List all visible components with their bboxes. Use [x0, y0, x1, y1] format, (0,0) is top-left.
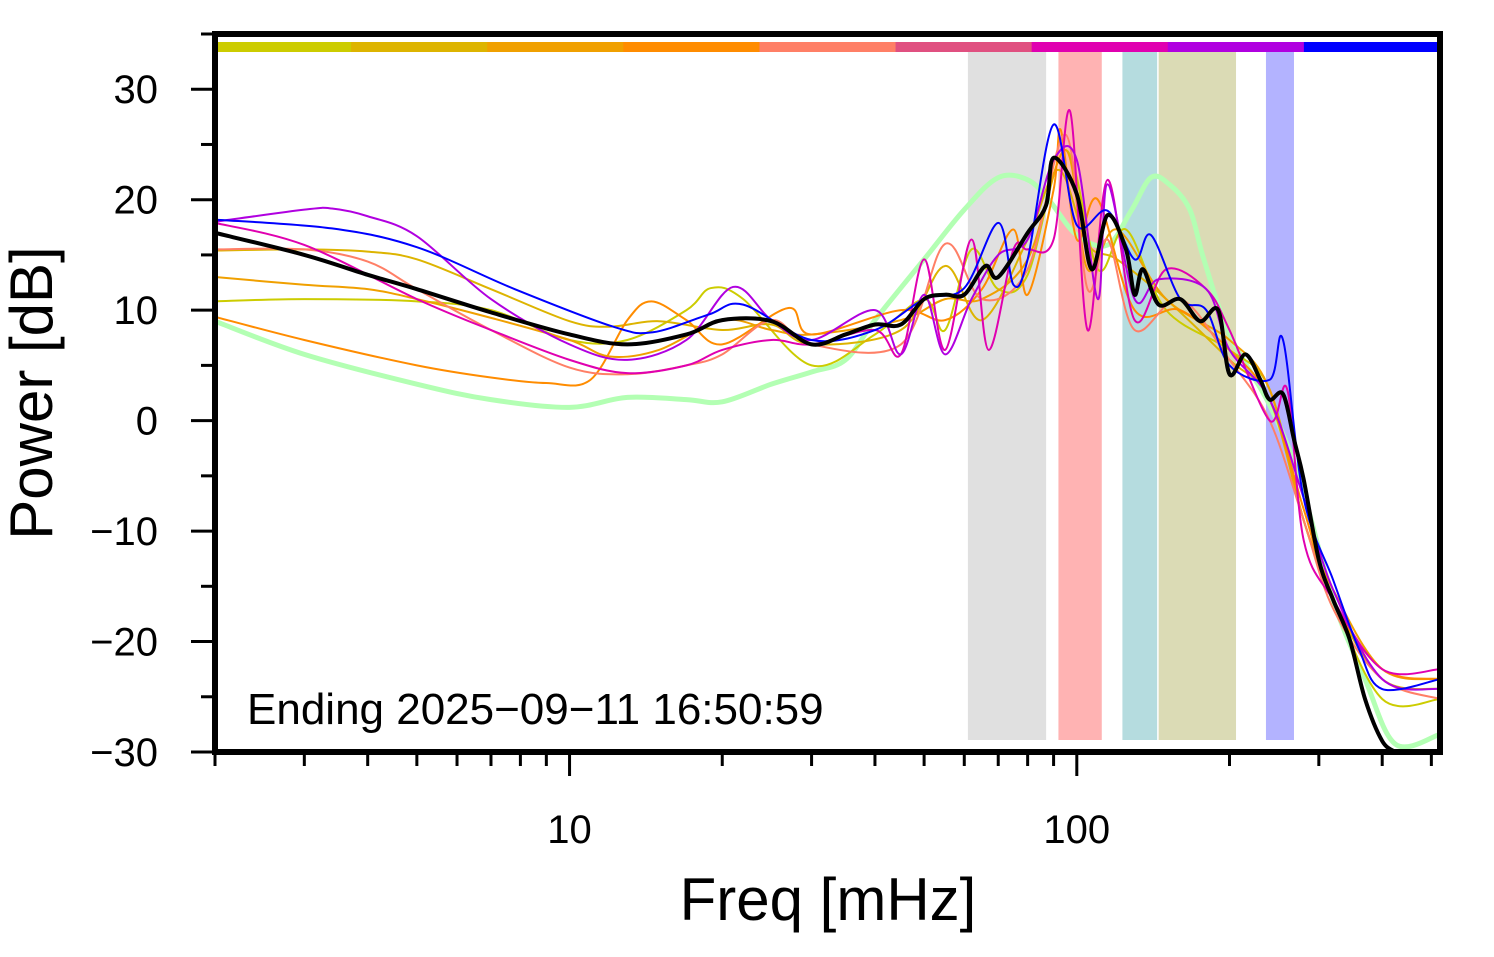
y-tick-label: 30: [114, 68, 159, 112]
x-axis: 10 100: [213, 752, 1433, 852]
series-line-8: [215, 123, 1440, 692]
band: [967, 52, 1047, 740]
x-tick-label: 10: [547, 808, 592, 852]
y-tick-label: −30: [90, 731, 158, 775]
series-line-3: [215, 148, 1440, 681]
band: [1158, 52, 1237, 740]
y-tick-label: −10: [90, 510, 158, 554]
y-tick-label: 10: [114, 289, 159, 333]
series-lines: [215, 109, 1440, 752]
color-bar-segment: [759, 42, 897, 52]
y-axis-label: Power [dB]: [0, 246, 65, 539]
color-bar-segment: [623, 42, 760, 52]
y-tick-label: 20: [114, 179, 159, 223]
series-line-5: [215, 133, 1440, 700]
color-bar-segment: [487, 42, 624, 52]
color-bar-segment: [1303, 42, 1441, 52]
series-line-0: [215, 172, 1440, 750]
plot-frame: [212, 31, 1443, 755]
color-bar-segment: [1031, 42, 1169, 52]
color-bar-segment: [1167, 42, 1305, 52]
color-bar-segment: [895, 42, 1033, 52]
color-bar: [215, 42, 1441, 52]
annotation-text: Ending 2025−09−11 16:50:59: [247, 685, 824, 734]
y-axis: 30 20 10 0 −10 −20 −30: [90, 32, 215, 775]
series-line-6: [215, 109, 1440, 676]
band: [1122, 52, 1158, 740]
series-line-4: [215, 128, 1440, 681]
color-bar-segment: [351, 42, 488, 52]
x-axis-label: Freq [mHz]: [680, 866, 977, 933]
series-line-9: [215, 155, 1397, 752]
color-bar-segment: [215, 42, 352, 52]
series-line-7: [215, 145, 1440, 691]
y-tick-label: −20: [90, 621, 158, 665]
x-tick-label: 100: [1043, 808, 1110, 852]
frequency-bands: [967, 52, 1294, 740]
series-line-1: [215, 148, 1440, 708]
y-tick-label: 0: [136, 400, 158, 444]
series-line-2: [215, 168, 1440, 691]
